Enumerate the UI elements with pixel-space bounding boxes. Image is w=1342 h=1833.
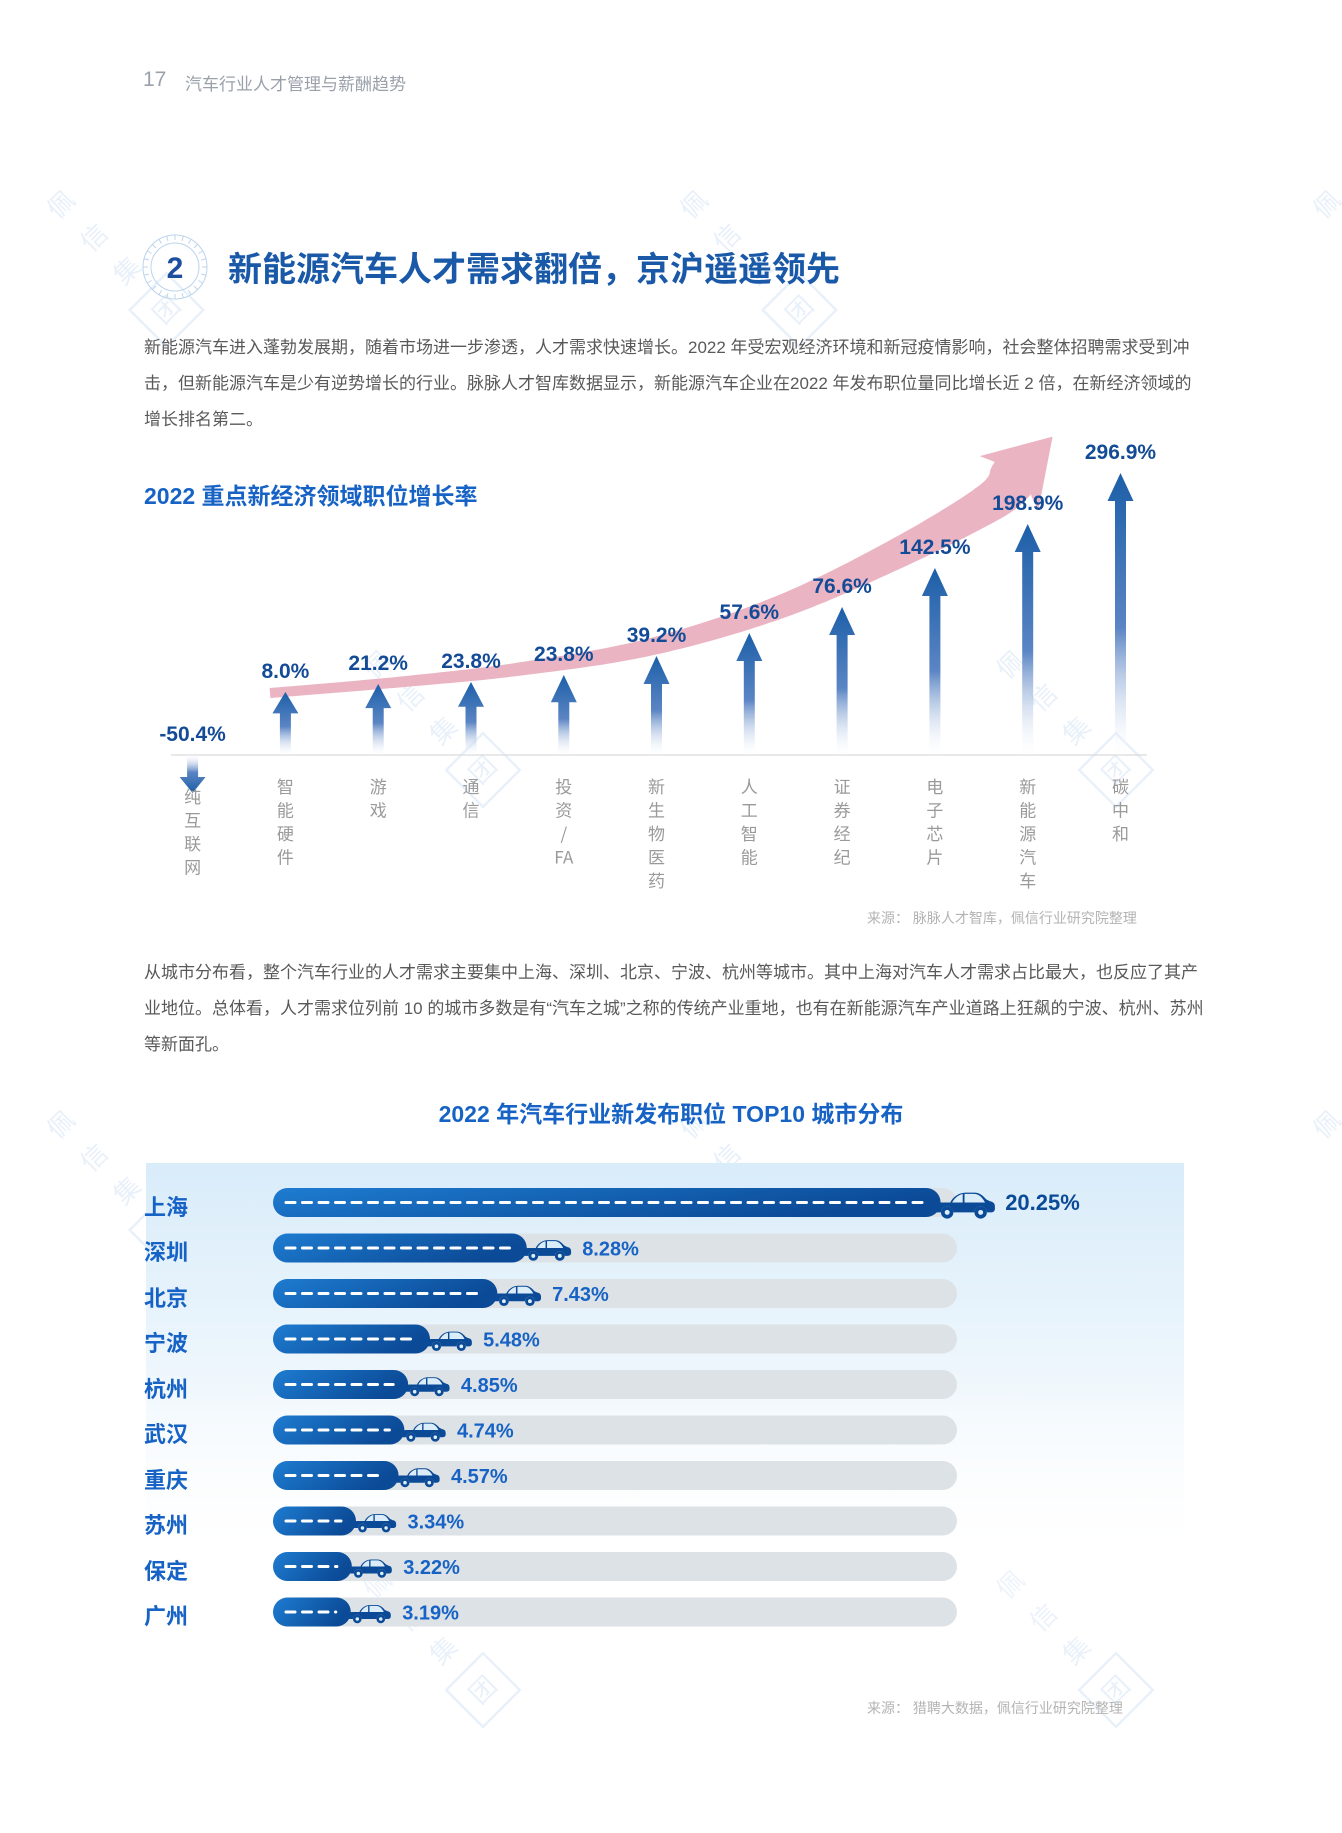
svg-text:车: 车	[1019, 867, 1036, 892]
svg-text:能: 能	[277, 797, 294, 822]
svg-text:能: 能	[1019, 797, 1036, 822]
svg-text:20.25%: 20.25%	[1005, 1190, 1080, 1215]
svg-text:3.22%: 3.22%	[403, 1557, 460, 1579]
svg-text:23.8%: 23.8%	[534, 643, 594, 666]
svg-text:资: 资	[555, 797, 572, 822]
svg-text:8.28%: 8.28%	[582, 1239, 639, 1261]
svg-text:碳: 碳	[1112, 773, 1129, 798]
svg-text:子: 子	[926, 797, 943, 822]
svg-text:和: 和	[1112, 820, 1129, 845]
svg-text:7.43%: 7.43%	[552, 1284, 609, 1306]
svg-text:能: 能	[741, 844, 758, 869]
svg-text:工: 工	[741, 797, 758, 822]
svg-text:芯: 芯	[926, 820, 943, 845]
svg-text:硬: 硬	[277, 820, 294, 845]
svg-text:件: 件	[277, 844, 294, 869]
svg-text:3.34%: 3.34%	[408, 1512, 465, 1534]
svg-text:198.9%: 198.9%	[992, 492, 1064, 515]
svg-text:团: 团	[776, 287, 821, 332]
svg-text:通: 通	[463, 773, 480, 798]
svg-text:39.2%: 39.2%	[627, 624, 687, 647]
svg-text:FA: FA	[554, 844, 574, 869]
svg-text:57.6%: 57.6%	[720, 601, 780, 624]
svg-text:券: 券	[834, 797, 851, 822]
svg-text:人: 人	[741, 773, 758, 798]
svg-text:医: 医	[648, 844, 665, 869]
svg-text:2: 2	[167, 252, 184, 285]
svg-text:生: 生	[648, 797, 665, 822]
svg-text:142.5%: 142.5%	[899, 536, 971, 559]
svg-text:4.85%: 4.85%	[461, 1375, 518, 1397]
svg-text:新: 新	[648, 773, 665, 798]
svg-text:佩: 佩	[38, 181, 83, 226]
svg-text:经: 经	[834, 820, 851, 845]
svg-text:汽: 汽	[1019, 844, 1036, 869]
svg-text:互: 互	[184, 807, 201, 832]
svg-text:投: 投	[555, 773, 572, 798]
svg-text:智: 智	[741, 820, 758, 845]
svg-text:纯: 纯	[184, 783, 201, 808]
svg-text:-50.4%: -50.4%	[159, 723, 226, 746]
svg-text:5.48%: 5.48%	[483, 1330, 540, 1352]
svg-text:296.9%: 296.9%	[1085, 441, 1157, 464]
svg-text:网: 网	[184, 854, 201, 879]
svg-text:联: 联	[184, 830, 201, 855]
svg-text:药: 药	[648, 867, 665, 892]
svg-text:戏: 戏	[370, 797, 387, 822]
svg-text:23.8%: 23.8%	[441, 650, 501, 673]
svg-text:源: 源	[1019, 820, 1036, 845]
svg-text:信: 信	[1337, 214, 1342, 259]
svg-text:21.2%: 21.2%	[348, 652, 408, 675]
svg-text:8.0%: 8.0%	[261, 660, 309, 683]
svg-text:智: 智	[277, 773, 294, 798]
svg-text:新: 新	[1019, 773, 1036, 798]
svg-text:片: 片	[926, 844, 943, 869]
svg-text:纪: 纪	[834, 844, 851, 869]
svg-text:电: 电	[926, 773, 943, 798]
svg-text:4.74%: 4.74%	[457, 1421, 514, 1443]
svg-text:集: 集	[104, 1167, 149, 1212]
svg-text:4.57%: 4.57%	[451, 1466, 508, 1488]
svg-text:佩: 佩	[1304, 181, 1342, 226]
svg-text:中: 中	[1112, 797, 1129, 822]
svg-text:证: 证	[834, 773, 851, 798]
svg-text:信: 信	[71, 214, 116, 259]
svg-text:/: /	[560, 820, 567, 845]
svg-text:信: 信	[1337, 1134, 1342, 1179]
svg-text:信: 信	[463, 797, 480, 822]
svg-text:游: 游	[370, 773, 387, 798]
svg-text:76.6%: 76.6%	[812, 575, 872, 598]
svg-text:信: 信	[71, 1134, 116, 1179]
svg-text:佩: 佩	[671, 181, 716, 226]
svg-text:物: 物	[648, 820, 665, 845]
svg-text:3.19%: 3.19%	[402, 1603, 459, 1625]
